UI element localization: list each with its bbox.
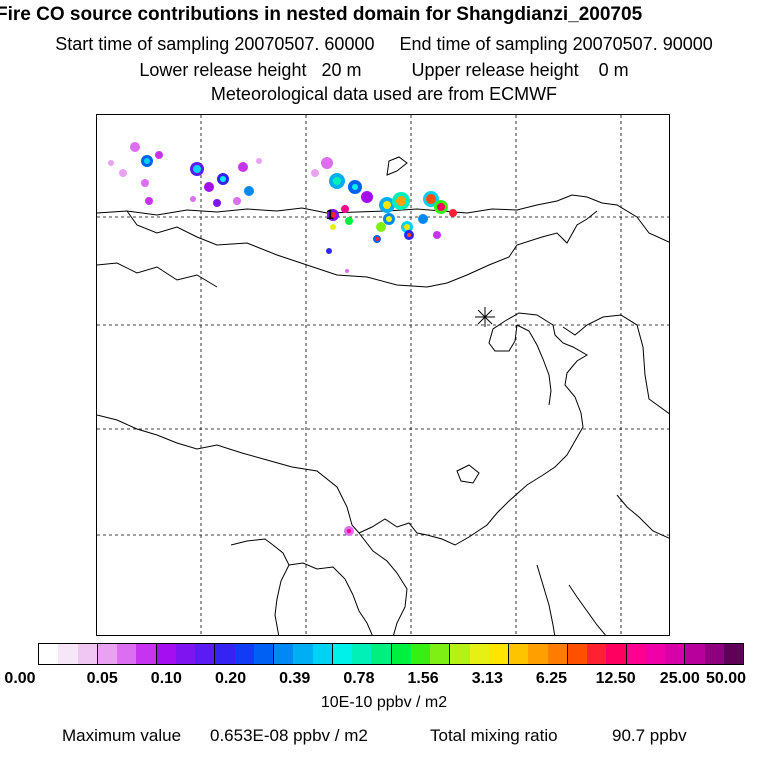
color-scale-tick-label: 25.00 (659, 670, 700, 687)
color-scale-segment (234, 644, 254, 664)
color-scale-segment (39, 644, 59, 664)
start-time-label: Start time of sampling (55, 34, 230, 54)
lower-height-label: Lower release height (139, 60, 307, 80)
color-scale-tick-label: 3.13 (471, 670, 503, 687)
color-scale-segment (195, 644, 216, 664)
color-scale-tick-label: 1.56 (407, 670, 439, 687)
release-point-label: 1 (326, 206, 334, 222)
color-scale-bar (38, 643, 744, 665)
upper-height-label: Upper release height (411, 60, 579, 80)
color-scale-segment (410, 644, 430, 664)
asterisk-icon (475, 307, 495, 327)
color-scale-segment (469, 644, 489, 664)
color-scale-segment (156, 644, 176, 664)
color-scale-segment (645, 644, 665, 664)
lat-lon-grid (97, 115, 669, 635)
color-scale-units: 10E-10 ppbv / m2 (320, 694, 448, 711)
map-svg: 1 (97, 115, 669, 635)
map-title: Fire CO source contributions in nested d… (0, 4, 643, 25)
color-scale-tick-label: 0.20 (214, 670, 247, 687)
color-scale-segment (274, 644, 294, 664)
color-scale-segment (391, 644, 411, 664)
total-mixing-label: Total mixing ratio (430, 726, 558, 745)
color-scale-segment (332, 644, 352, 664)
color-scale-segment (117, 644, 137, 664)
color-scale-tick-label: 50.00 (705, 670, 747, 687)
color-scale-segment (488, 644, 509, 664)
end-time-label: End time of sampling (399, 34, 568, 54)
color-scale-tick-label: 6.25 (535, 670, 568, 687)
color-scale-segment (215, 644, 235, 664)
color-scale-segment (312, 644, 333, 664)
color-scale-segment (430, 644, 451, 664)
color-scale-segment (685, 644, 705, 664)
max-value-label: Maximum value (62, 726, 182, 745)
max-value: 0.653E-08 ppbv / m2 (210, 726, 368, 745)
map-panel: 1 (96, 114, 670, 636)
color-scale-segment (97, 644, 117, 664)
color-scale-tick-label: 12.50 (595, 670, 636, 687)
color-scale-segment (704, 644, 724, 664)
met-data-line: Meteorological data used are from ECMWF (210, 84, 558, 104)
color-scale-segment (58, 644, 78, 664)
color-scale-tick-label: 0.39 (279, 670, 311, 687)
color-scale-segment (723, 644, 743, 664)
plume-cells (108, 142, 457, 536)
color-scale-segment (253, 644, 274, 664)
color-scale-segment (547, 644, 568, 664)
color-scale-segment (450, 644, 470, 664)
color-scale-tick-label: 0.00 (4, 670, 36, 687)
color-scale-segment (567, 644, 587, 664)
color-scale-segment (175, 644, 195, 664)
lower-height-value: 20 m (321, 60, 362, 80)
color-scale-tick-label: 0.05 (86, 670, 118, 687)
total-mixing-value: 90.7 ppbv (612, 726, 687, 745)
color-scale-segment (352, 644, 372, 664)
color-scale-segment (371, 644, 392, 664)
color-scale-segment (77, 644, 98, 664)
color-scale-segment (528, 644, 548, 664)
start-time-value: 20070507. 60000 (234, 34, 375, 54)
color-scale-segment (509, 644, 529, 664)
color-scale-segment (665, 644, 686, 664)
release-height-line: Lower release height 20 m Upper release … (0, 60, 768, 81)
color-scale-segment (626, 644, 646, 664)
color-scale-segment (587, 644, 607, 664)
color-scale-tick-label: 0.10 (150, 670, 182, 687)
color-scale-segment (136, 644, 157, 664)
sampling-time-line: Start time of sampling 20070507. 60000 E… (0, 34, 768, 55)
upper-height-value: 0 m (598, 60, 629, 80)
color-scale-tick-label: 0.78 (343, 670, 375, 687)
color-scale-segment (606, 644, 627, 664)
color-scale-segment (293, 644, 313, 664)
end-time-value: 20070507. 90000 (572, 34, 713, 54)
